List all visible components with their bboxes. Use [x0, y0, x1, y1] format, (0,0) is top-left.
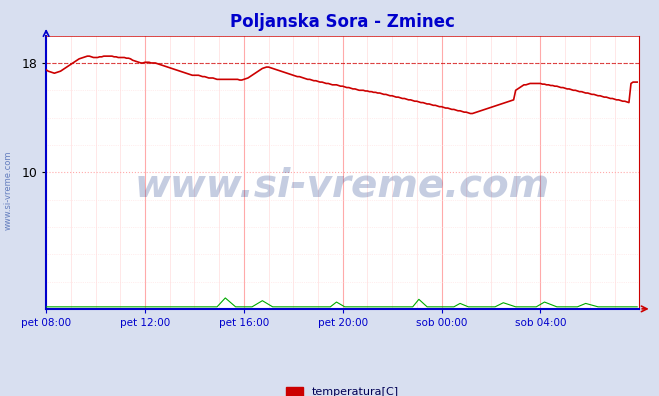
- Title: Poljanska Sora - Zminec: Poljanska Sora - Zminec: [230, 13, 455, 31]
- Text: www.si-vreme.com: www.si-vreme.com: [4, 150, 13, 230]
- Text: www.si-vreme.com: www.si-vreme.com: [135, 167, 550, 205]
- Legend: temperatura[C], pretok[m3/s]: temperatura[C], pretok[m3/s]: [282, 382, 403, 396]
